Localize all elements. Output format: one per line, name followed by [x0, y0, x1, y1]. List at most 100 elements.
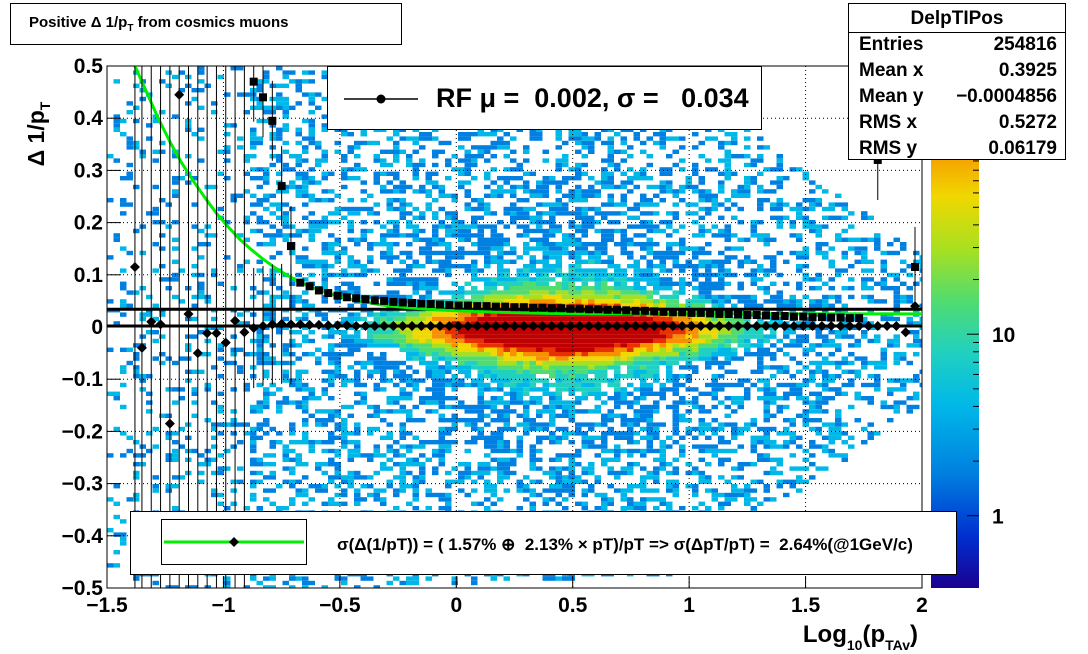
- heatmap-cell: [464, 356, 471, 361]
- heatmap-cell: [724, 281, 731, 286]
- heatmap-cell: [627, 365, 634, 370]
- heatmap-cell: [646, 264, 653, 269]
- heatmap-cell: [490, 233, 497, 238]
- heatmap-cell: [484, 224, 491, 229]
- heatmap-cell: [445, 479, 452, 484]
- heatmap-cell: [191, 264, 198, 269]
- heatmap-cell: [477, 462, 484, 467]
- heatmap-cell: [282, 83, 289, 88]
- heatmap-cell: [341, 431, 348, 436]
- heatmap-cell: [666, 356, 673, 361]
- heatmap-cell: [302, 118, 309, 124]
- heatmap-cell: [672, 290, 679, 295]
- heatmap-cell: [640, 176, 647, 181]
- heatmap-cell: [516, 391, 523, 396]
- heatmap-cell: [724, 259, 731, 264]
- heatmap-cell: [510, 250, 517, 256]
- heatmap-cell: [360, 497, 367, 502]
- heatmap-cell: [568, 193, 575, 198]
- heatmap-cell: [568, 382, 575, 388]
- heatmap-cell: [698, 233, 705, 238]
- heatmap-cell: [549, 418, 556, 423]
- heatmap-cell: [705, 228, 712, 234]
- heatmap-cell: [380, 356, 387, 361]
- heatmap-cell: [139, 453, 146, 458]
- heatmap-cell: [204, 325, 211, 330]
- heatmap-cell: [614, 374, 621, 379]
- heatmap-cell: [191, 202, 198, 207]
- heatmap-cell: [698, 316, 705, 322]
- heatmap-cell: [731, 330, 738, 335]
- heatmap-cell: [354, 585, 361, 588]
- heatmap-cell: [562, 369, 569, 374]
- heatmap-cell: [308, 484, 315, 489]
- heatmap-cell: [523, 475, 530, 480]
- heatmap-cell: [568, 470, 575, 476]
- heatmap-cell: [334, 286, 341, 291]
- heatmap-cell: [198, 294, 205, 300]
- heatmap-cell: [412, 290, 419, 295]
- heatmap-cell: [347, 440, 354, 445]
- heatmap-cell: [581, 171, 588, 176]
- heatmap-cell: [406, 330, 413, 335]
- heatmap-cell: [620, 290, 627, 295]
- heatmap-cell: [211, 470, 218, 476]
- heatmap-cell: [731, 382, 738, 388]
- heatmap-cell: [646, 321, 653, 326]
- heatmap-cell: [373, 365, 380, 370]
- heatmap-cell: [666, 281, 673, 286]
- heatmap-cell: [347, 220, 354, 225]
- heatmap-cell: [217, 171, 224, 176]
- heatmap-cell: [367, 268, 374, 273]
- heatmap-cell: [341, 426, 348, 432]
- heatmap-cell: [211, 233, 218, 238]
- heatmap-cell: [529, 294, 536, 300]
- heatmap-cell: [373, 585, 380, 588]
- heatmap-cell: [737, 444, 744, 449]
- heatmap-cell: [575, 426, 582, 432]
- heatmap-cell: [256, 184, 263, 190]
- heatmap-cell: [341, 479, 348, 484]
- heatmap-cell: [529, 506, 536, 511]
- heatmap-cell: [451, 294, 458, 300]
- heatmap-cell: [510, 286, 517, 291]
- heatmap-cell: [386, 334, 393, 339]
- heatmap-cell: [419, 378, 426, 383]
- heatmap-cell: [724, 255, 731, 260]
- heatmap-cell: [614, 356, 621, 361]
- heatmap-cell: [412, 338, 419, 344]
- heatmap-cell: [159, 233, 166, 238]
- heatmap-cell: [328, 501, 335, 506]
- heatmap-cell: [198, 470, 205, 476]
- heatmap-cell: [510, 457, 517, 462]
- heatmap-cell: [425, 180, 432, 185]
- heatmap-cell: [640, 171, 647, 176]
- heatmap-cell: [425, 250, 432, 256]
- heatmap-cell: [419, 145, 426, 150]
- heatmap-cell: [471, 224, 478, 229]
- heatmap-cell: [568, 356, 575, 361]
- heatmap-cell: [432, 347, 439, 352]
- heatmap-cell: [653, 356, 660, 361]
- heatmap-cell: [529, 136, 536, 141]
- heatmap-cell: [302, 180, 309, 185]
- heatmap-cell: [718, 264, 725, 269]
- heatmap-cell: [113, 79, 120, 84]
- heatmap-cell: [510, 189, 517, 194]
- heatmap-cell: [503, 312, 510, 317]
- heatmap-cell: [510, 184, 517, 190]
- heatmap-cell: [490, 440, 497, 445]
- heatmap-cell: [620, 347, 627, 352]
- heatmap-cell: [542, 435, 549, 440]
- heatmap-cell: [139, 96, 146, 102]
- heatmap-cell: [633, 374, 640, 379]
- heatmap-cell: [464, 462, 471, 467]
- heatmap-cell: [620, 250, 627, 256]
- heatmap-cell: [334, 501, 341, 506]
- heatmap-cell: [659, 189, 666, 194]
- heatmap-cell: [458, 470, 465, 476]
- heatmap-cell: [536, 400, 543, 405]
- heatmap-cell: [217, 409, 224, 414]
- heatmap-cell: [451, 343, 458, 348]
- heatmap-cell: [315, 466, 322, 471]
